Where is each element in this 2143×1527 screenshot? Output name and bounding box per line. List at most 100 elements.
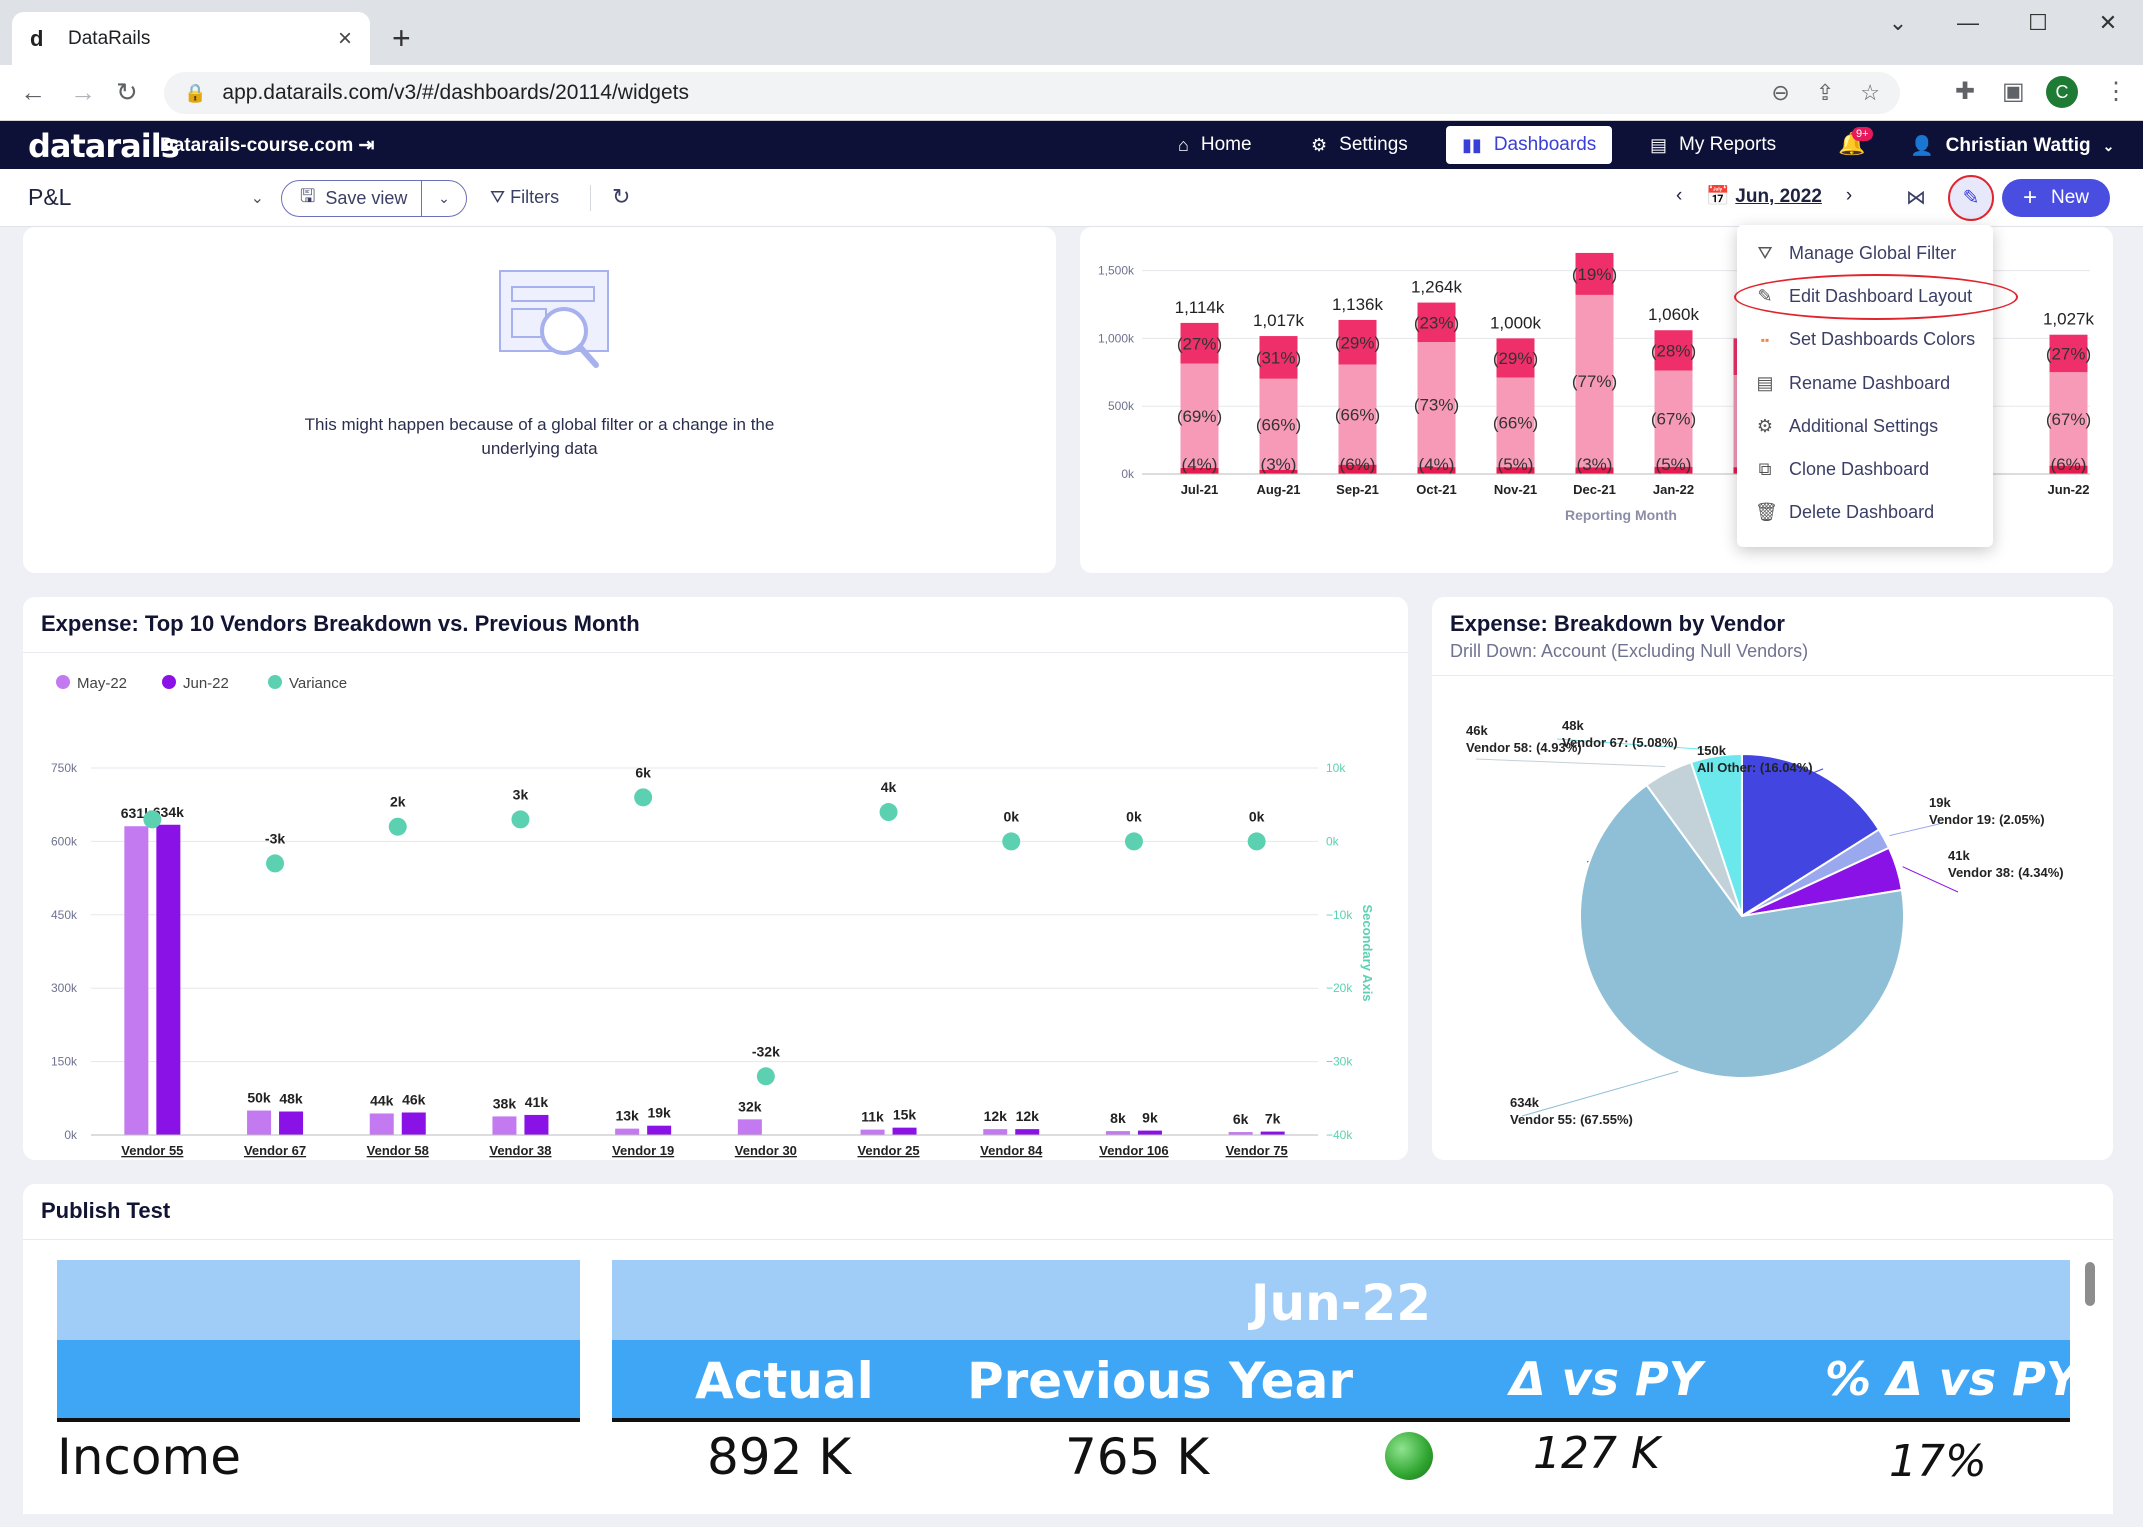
period-header [612,1260,2070,1340]
lock-icon[interactable]: 🔒 [184,82,207,103]
menu-delete-dashboard[interactable]: 🗑 Delete Dashboard [1755,502,1934,523]
pie-value-label: 46k [1466,723,1488,738]
pie-slice-label: Vendor 38: (4.34%) [1948,865,2064,880]
empty-message-line-1: This might happen because of a global fi… [304,415,775,434]
refresh-icon[interactable]: ↻ [612,184,631,209]
nav-home[interactable]: ⌂ Home [1162,126,1268,164]
save-view-button[interactable]: 🖫 Save view [282,181,422,216]
y-tick-label: 1,500k [1098,264,1135,278]
next-period-icon[interactable]: › [1845,185,1853,206]
percent-label: (29%) [1335,333,1380,352]
datarails-logo: datarails [28,127,180,165]
widget-title: Expense: Top 10 Vendors Breakdown vs. Pr… [41,611,640,636]
menu-rename-dashboard[interactable]: ▤ Rename Dashboard [1755,373,1950,394]
publish-test-card: Publish Test Jun-22 Actual Previous Year… [23,1184,2113,1514]
bar-may-22 [1105,1131,1130,1135]
x-axis-title: Reporting Month [1565,507,1677,523]
zoom-icon[interactable]: ⊖ [1771,80,1790,105]
share-icon[interactable]: ⋈ [1906,187,1926,209]
total-label: 1,060k [1648,305,1700,324]
prev-period-icon[interactable]: ‹ [1676,185,1683,206]
x-tick-label: Vendor 25 [857,1143,919,1158]
bar-label: 12k [1016,1108,1040,1124]
bar-segment-top [1338,319,1377,365]
y2-tick-label: −20k [1326,981,1353,995]
x-tick-label: Nov-21 [1494,482,1537,497]
tab-search-icon[interactable]: ⌄ [1888,10,1908,35]
color-palette-icon: ▪▪ [1760,332,1770,347]
y-tick-label: 600k [51,834,78,848]
filters-button[interactable]: ⛛ Filters [490,187,559,208]
minimize-icon[interactable]: — [1957,10,1979,35]
table-header-blank-dark [57,1340,580,1418]
save-view-dropdown[interactable]: ⌄ [438,190,450,206]
menu-set-dashboards-colors[interactable]: ▪▪ Set Dashboards Colors [1755,329,1975,350]
vendor-pie-chart: 150k All Other: (16.04%) 19k Vendor 19: (2.… [1466,718,2064,1127]
nav-settings-label: Settings [1339,134,1408,155]
tab-title: DataRails [68,27,151,49]
toolbar-divider [590,185,591,211]
x-tick-label: Vendor 19 [612,1143,674,1158]
period-label: Jun-22 [1250,1274,1432,1332]
sidebar-panel-icon[interactable]: ▣ [2002,78,2025,105]
share-page-icon[interactable]: ⇪ [1815,80,1835,105]
variance-label: 0k [1249,808,1265,824]
empty-message-line-2: underlying data [481,439,598,458]
back-icon[interactable]: ← [20,77,46,107]
bar-segment-top [1259,336,1298,379]
browser-menu-icon[interactable]: ⋮ [2104,78,2128,105]
tab-close-icon[interactable]: × [337,24,352,52]
new-tab-icon[interactable]: + [392,20,411,56]
percent-label: (6%) [1340,455,1376,474]
user-menu[interactable]: 👤 Christian Wattig ⌄ [1910,134,2114,158]
widget-scrollbar[interactable] [2085,1262,2095,1306]
nav-settings[interactable]: ⚙ Settings [1295,126,1424,164]
edit-dashboard-button[interactable]: ✎ [1948,175,1994,221]
bar-segment-top [1180,322,1219,364]
menu-manage-global-filter[interactable]: ⛛ Manage Global Filter [1755,243,1956,264]
chevron-down-icon: ⌄ [2102,137,2115,154]
browser-tab[interactable]: d DataRails × [12,12,370,65]
variance-label: 0k [1003,808,1019,824]
menu-clone-dashboard[interactable]: ⧉ Clone Dashboard [1755,459,1930,480]
extensions-icon[interactable]: ✚ [1955,78,1976,105]
bar-label: 6k [1233,1111,1249,1127]
dashboard-selector[interactable]: P&L ⌄ [28,184,264,211]
nav-my-reports[interactable]: ▤ My Reports [1634,126,1792,164]
nav-home-label: Home [1200,134,1252,155]
menu-item-label: Rename Dashboard [1789,373,1951,393]
column-delta-vs-py: Δ vs PY [1510,1352,1703,1406]
bar-label: 32k [738,1098,762,1114]
bar-label: 7k [1265,1111,1281,1127]
filter-icon: ⛛ [490,187,506,207]
bookmark-star-icon[interactable]: ☆ [1860,80,1880,105]
company-link[interactable]: Datarails-course.com ⇥ [160,134,374,157]
bar-label: 44k [370,1092,394,1108]
nav-dashboards[interactable]: ▮▮ Dashboards [1446,126,1613,164]
date-picker[interactable]: 📅 Jun, 2022 [1706,184,1822,208]
forward-icon[interactable]: → [70,77,96,107]
table-rule [57,1418,580,1422]
rename-document-icon: ▤ [1756,373,1774,393]
maximize-icon[interactable]: ☐ [2028,10,2048,35]
bar-segment-bottom [1496,467,1535,474]
bar-label: 12k [984,1108,1008,1124]
x-tick-label: Vendor 106 [1099,1143,1168,1158]
widget-subtitle: Drill Down: Account (Excluding Null Vend… [1450,641,1809,661]
no-data-illustration-icon [499,270,609,368]
percent-label: (5%) [1656,455,1692,474]
x-tick-label: Jan-22 [1653,482,1694,497]
reload-icon[interactable]: ↻ [116,77,138,107]
new-button[interactable]: + New [2002,179,2110,217]
bar-segment-bottom [1417,467,1456,474]
menu-additional-settings[interactable]: ⚙ Additional Settings [1755,416,1938,437]
percent-label: (3%) [1577,455,1613,474]
legend-marker [162,675,176,689]
variance-label: 6k [635,764,651,780]
profile-avatar[interactable]: C [2046,76,2078,108]
column-actual: Actual [695,1352,874,1410]
x-tick-label: Dec-21 [1573,482,1616,497]
url-field[interactable]: 🔒 app.datarails.com/v3/#/dashboards/2011… [164,72,1900,114]
window-close-icon[interactable]: ✕ [2098,10,2118,35]
menu-item-label: Delete Dashboard [1789,502,1935,522]
